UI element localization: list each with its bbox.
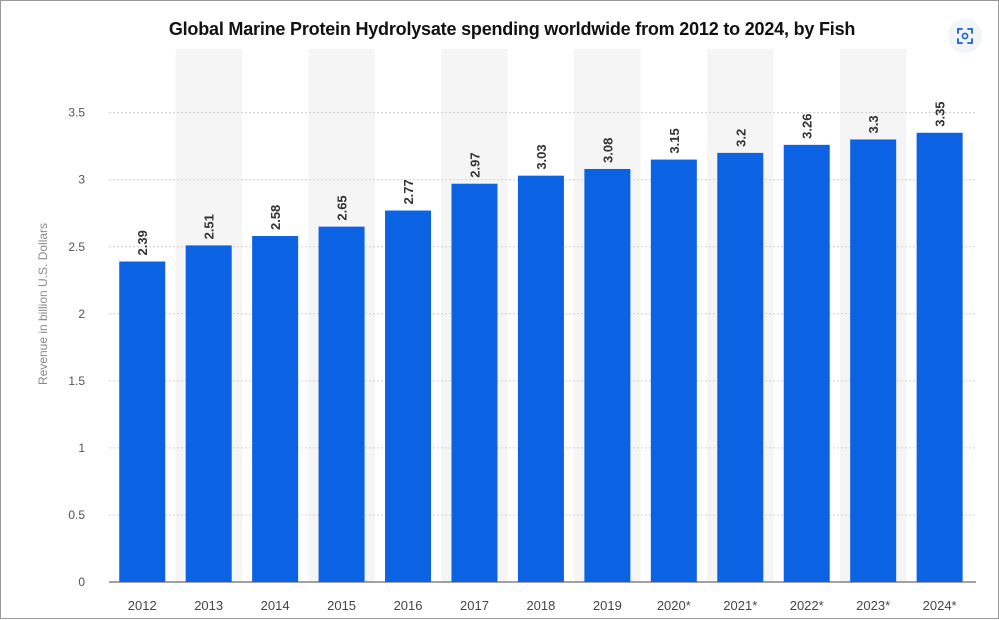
data-label: 2.39 xyxy=(135,230,150,255)
y-tick-label: 1.5 xyxy=(68,374,85,388)
x-tick-label: 2022* xyxy=(790,598,824,613)
bar xyxy=(517,175,564,582)
data-label: 2.97 xyxy=(467,152,482,177)
x-tick-label: 2019 xyxy=(593,598,622,613)
y-tick-label: 2.5 xyxy=(68,240,85,254)
y-tick-label: 2 xyxy=(78,307,85,321)
data-label: 3.26 xyxy=(800,114,815,139)
x-tick-label: 2014 xyxy=(261,598,290,613)
data-label: 3.03 xyxy=(534,144,549,169)
bar xyxy=(584,168,631,583)
data-label: 2.51 xyxy=(202,214,217,239)
x-tick-label: 2013 xyxy=(194,598,223,613)
x-tick-label: 2017 xyxy=(460,598,489,613)
bar xyxy=(650,159,697,582)
x-tick-label: 2015 xyxy=(327,598,356,613)
y-tick-label: 3.5 xyxy=(68,106,85,120)
bar xyxy=(850,139,897,582)
bar xyxy=(451,183,498,582)
expand-button[interactable] xyxy=(948,19,982,53)
bar xyxy=(318,226,365,582)
chart-title: Global Marine Protein Hydrolysate spendi… xyxy=(168,19,856,39)
x-tick-label: 2012 xyxy=(128,598,157,613)
data-label: 3.35 xyxy=(933,101,948,126)
data-label: 3.3 xyxy=(866,115,881,133)
y-tick-label: 0 xyxy=(78,575,85,589)
x-tick-label: 2016 xyxy=(394,598,423,613)
data-label: 3.15 xyxy=(667,128,682,153)
bar xyxy=(119,261,166,582)
bar xyxy=(783,144,830,583)
data-label: 2.58 xyxy=(268,205,283,230)
y-tick-label: 0.5 xyxy=(68,508,85,522)
bar xyxy=(385,210,432,582)
data-label: 2.65 xyxy=(335,195,350,220)
x-tick-label: 2021* xyxy=(723,598,757,613)
bar xyxy=(717,152,764,582)
focus-icon xyxy=(957,28,973,44)
y-tick-label: 3 xyxy=(78,173,85,187)
x-tick-label: 2018 xyxy=(526,598,555,613)
bar xyxy=(916,132,963,582)
x-tick-label: 2023* xyxy=(856,598,890,613)
y-tick-label: 1 xyxy=(78,441,85,455)
data-label: 3.2 xyxy=(733,129,748,147)
x-tick-label: 2020* xyxy=(657,598,691,613)
data-label: 2.77 xyxy=(401,179,416,204)
bar xyxy=(185,245,232,582)
bar xyxy=(252,236,299,582)
x-tick-label: 2024* xyxy=(923,598,957,613)
data-label: 3.08 xyxy=(600,138,615,163)
